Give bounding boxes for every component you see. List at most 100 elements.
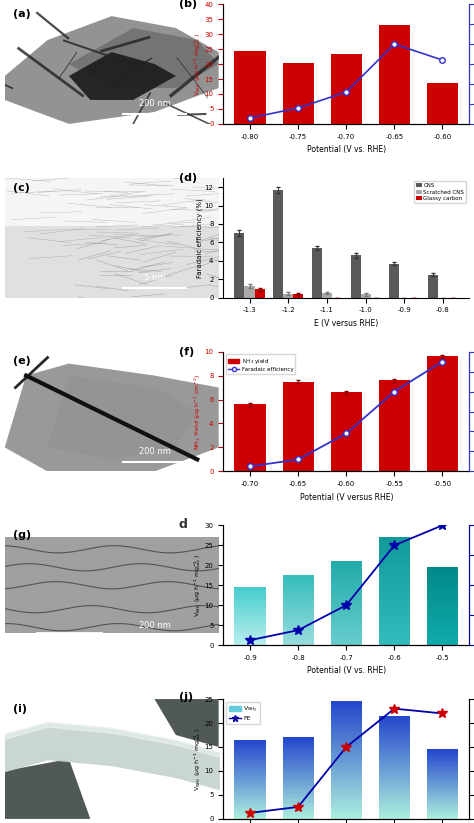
Bar — [331, 573, 362, 574]
Bar — [427, 768, 458, 769]
Bar — [427, 791, 458, 793]
Bar — [331, 770, 362, 772]
Bar — [283, 625, 314, 627]
Bar — [283, 769, 314, 770]
Bar — [331, 602, 362, 603]
Bar — [331, 597, 362, 598]
Bar — [427, 773, 458, 774]
X-axis label: Potential (V versus RHE): Potential (V versus RHE) — [300, 493, 393, 502]
Bar — [283, 775, 314, 777]
Bar — [331, 603, 362, 605]
Bar — [235, 635, 266, 636]
Bar — [427, 583, 458, 584]
Bar — [379, 635, 410, 636]
Text: 200 nm: 200 nm — [138, 447, 171, 456]
Bar — [283, 631, 314, 633]
Bar — [427, 603, 458, 605]
Bar — [245, 286, 255, 298]
Bar — [273, 190, 283, 298]
Bar — [235, 774, 266, 776]
Bar — [235, 797, 266, 798]
Bar — [379, 611, 410, 613]
Bar — [235, 776, 266, 778]
Bar — [379, 771, 410, 774]
Bar — [235, 805, 266, 807]
Bar — [427, 783, 458, 784]
Bar — [331, 728, 362, 730]
Bar — [331, 758, 362, 760]
Bar — [427, 635, 458, 636]
Bar — [283, 620, 314, 621]
Bar — [283, 609, 314, 610]
Bar — [235, 629, 266, 630]
Bar — [427, 770, 458, 772]
Bar — [331, 760, 362, 763]
Bar — [379, 718, 410, 720]
Bar — [379, 811, 410, 812]
Bar — [427, 600, 458, 602]
Bar — [427, 754, 458, 755]
Bar — [331, 744, 362, 746]
Bar — [283, 616, 314, 617]
Bar — [331, 570, 362, 571]
Bar — [427, 755, 458, 756]
Bar — [283, 581, 314, 582]
Bar — [427, 622, 458, 623]
Bar — [283, 746, 314, 747]
Bar — [331, 793, 362, 795]
Bar — [283, 764, 314, 765]
Bar — [379, 815, 410, 816]
Bar — [427, 586, 458, 588]
Bar — [379, 537, 410, 539]
Bar — [235, 616, 266, 617]
Bar — [331, 632, 362, 634]
Y-axis label: V$_{NH_3}$ ($\mu$g h$^{-1}$ mg$^{-1}_{cat.}$): V$_{NH_3}$ ($\mu$g h$^{-1}$ mg$^{-1}_{ca… — [192, 554, 203, 616]
Bar — [235, 233, 245, 298]
Text: (j): (j) — [179, 692, 193, 702]
Bar — [379, 574, 410, 576]
Bar — [379, 753, 410, 755]
Bar — [283, 756, 314, 757]
Bar — [235, 623, 266, 625]
Bar — [379, 615, 410, 617]
Bar — [427, 794, 458, 795]
Text: d: d — [179, 518, 188, 531]
Bar — [427, 570, 458, 572]
Bar — [331, 583, 362, 585]
Bar — [283, 579, 314, 581]
Bar — [331, 566, 362, 568]
Bar — [427, 817, 458, 819]
Bar — [283, 804, 314, 806]
Bar — [379, 617, 410, 619]
Bar — [283, 588, 314, 589]
Bar — [331, 595, 362, 597]
Bar — [235, 608, 266, 609]
Bar — [283, 606, 314, 607]
Bar — [427, 805, 458, 807]
Bar — [427, 611, 458, 612]
Bar — [427, 574, 458, 575]
Bar — [235, 809, 266, 811]
Bar — [331, 593, 362, 595]
Bar — [235, 762, 266, 764]
Bar — [235, 751, 266, 752]
Bar — [379, 380, 410, 472]
Bar — [235, 600, 266, 601]
Bar — [331, 791, 362, 793]
Bar — [283, 629, 314, 630]
Bar — [379, 563, 410, 565]
Legend: V$_{NH_3}$, FE: V$_{NH_3}$, FE — [227, 702, 260, 724]
Bar — [379, 589, 410, 591]
Bar — [331, 701, 362, 704]
Bar — [331, 635, 362, 637]
Bar — [331, 576, 362, 578]
Text: (i): (i) — [13, 704, 27, 714]
Bar — [283, 789, 314, 791]
Bar — [331, 765, 362, 767]
Bar — [427, 628, 458, 630]
Bar — [427, 607, 458, 609]
Bar — [235, 748, 266, 749]
Y-axis label: Faradaic efficiency (%): Faradaic efficiency (%) — [197, 198, 203, 277]
Bar — [379, 802, 410, 804]
Bar — [235, 634, 266, 635]
